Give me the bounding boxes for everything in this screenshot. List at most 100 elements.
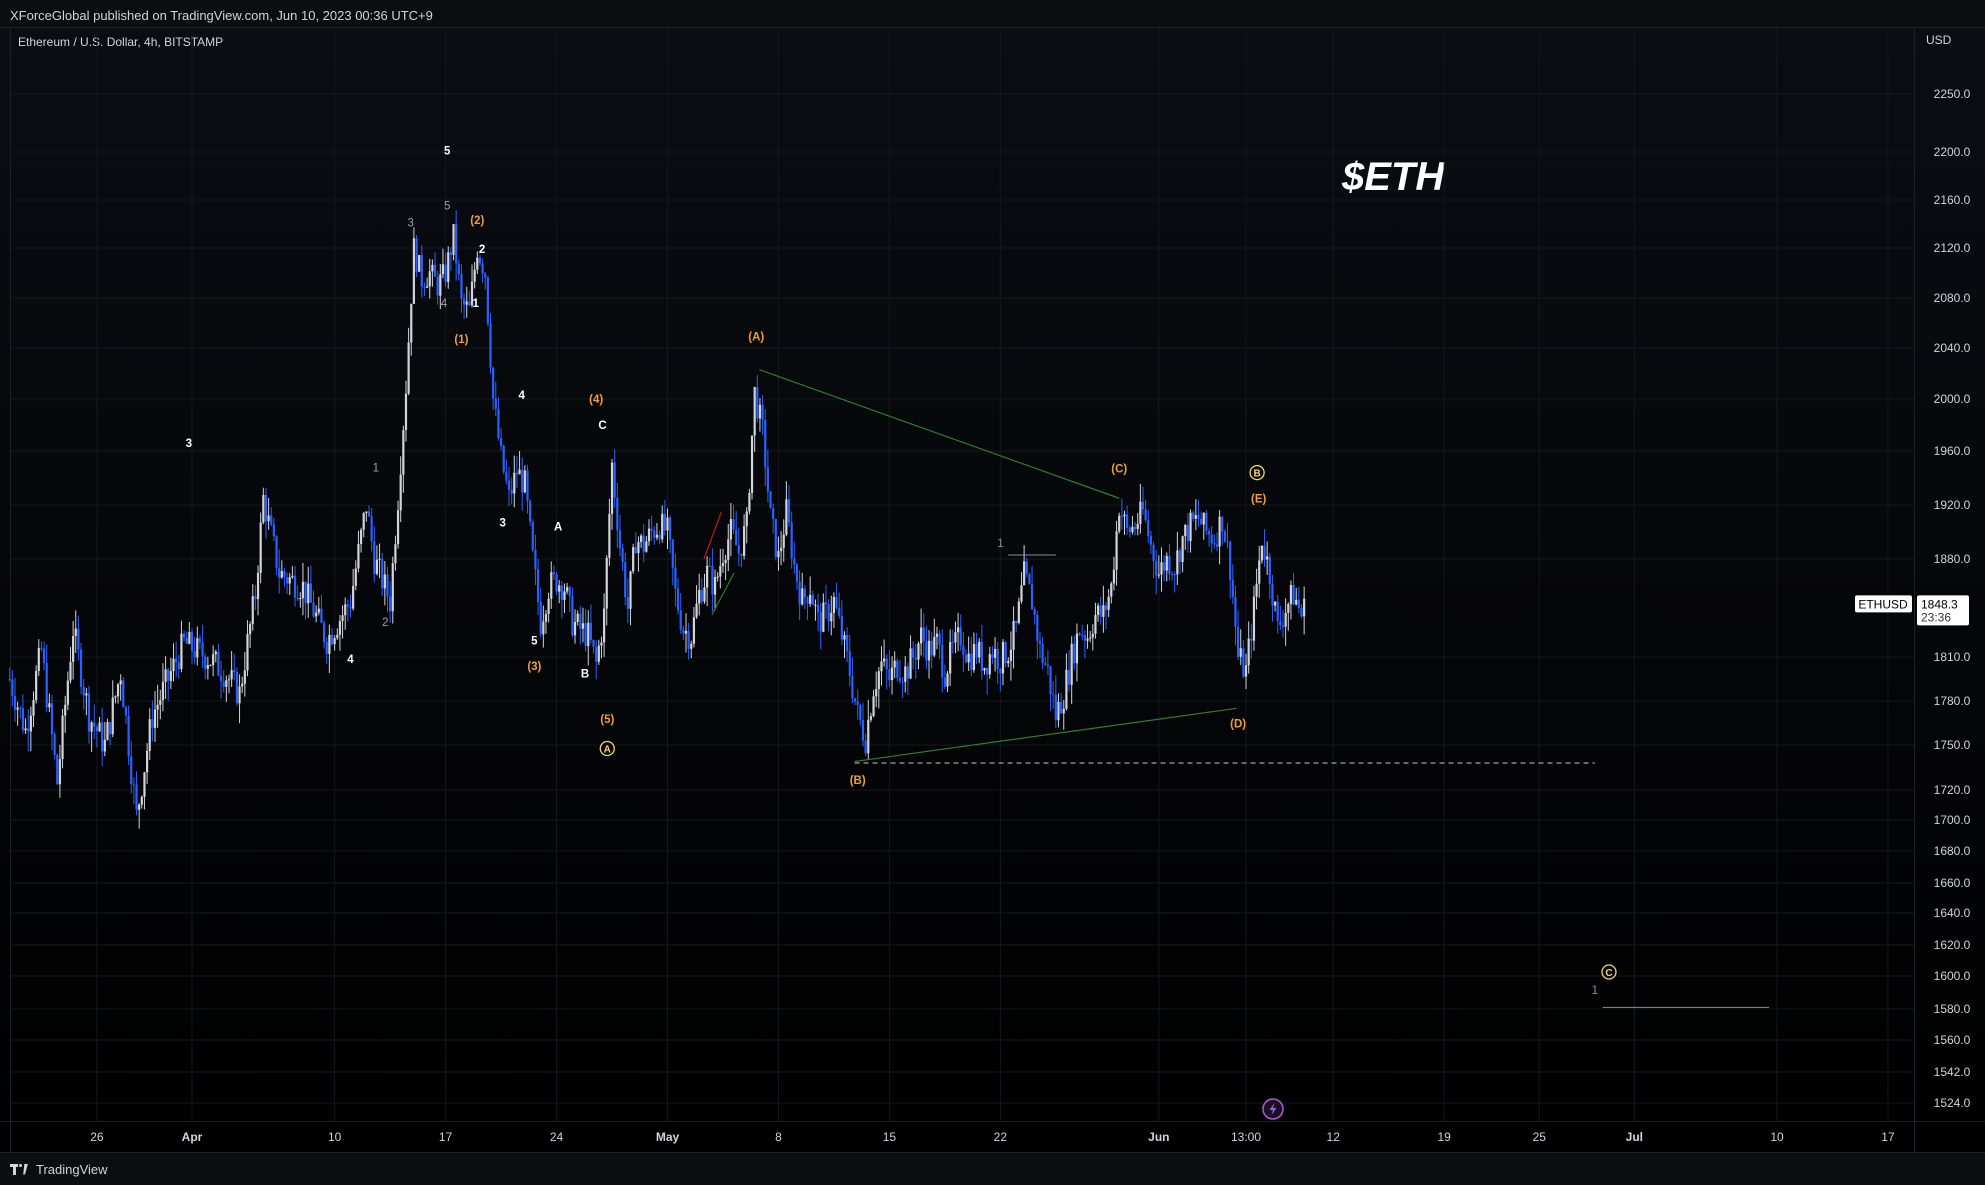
- candle-body: [1025, 561, 1028, 574]
- candle-body: [227, 679, 231, 681]
- candle-body: [682, 629, 685, 634]
- candle-body: [1157, 574, 1160, 576]
- circled-wave-label: A: [604, 745, 611, 756]
- candle-body: [426, 286, 429, 288]
- y-tick-label: 1580.0: [1934, 1002, 1971, 1016]
- candle-body: [127, 715, 130, 757]
- candle-body: [764, 419, 767, 468]
- x-tick-label: 10: [328, 1130, 342, 1144]
- tradingview-brand[interactable]: TradingView: [10, 1162, 108, 1177]
- candle-body: [719, 565, 722, 577]
- candle-body: [169, 671, 172, 681]
- candle-body: [883, 658, 886, 662]
- candle-body: [1060, 701, 1063, 714]
- candle-body: [988, 654, 991, 675]
- green-channel-line[interactable]: [711, 572, 735, 616]
- candle-body: [999, 669, 1002, 674]
- circled-wave-ring: [1601, 964, 1617, 980]
- candle-body: [1297, 599, 1300, 609]
- candle-body: [1141, 501, 1145, 510]
- candle-body: [439, 274, 442, 296]
- candle-body: [317, 608, 320, 613]
- red-channel-line[interactable]: [703, 511, 722, 560]
- price-axis[interactable]: 2250.0 2200.0 2160.0 2120.0 2080.0 2040.0 2000…: [1934, 87, 1971, 1110]
- candle-body: [671, 539, 674, 568]
- candle-body: [1023, 561, 1026, 586]
- candle-body: [185, 637, 188, 644]
- candle-body: [1036, 614, 1039, 641]
- candle-body: [732, 519, 735, 530]
- candle-body: [745, 511, 748, 527]
- candle-body: [486, 277, 489, 324]
- price-chart[interactable]: Ethereum / U.S. Dollar, 4h, BITSTAMP $ET…: [0, 28, 1985, 1152]
- candle-body: [827, 604, 830, 622]
- candle-body: [1062, 708, 1065, 714]
- candle-body: [761, 404, 764, 420]
- candle-body: [375, 559, 379, 574]
- candle-body: [1223, 531, 1226, 542]
- candle-body: [816, 604, 820, 613]
- y-tick-label: 2120.0: [1934, 241, 1971, 255]
- candle-body: [354, 568, 357, 586]
- triangle-lower-line[interactable]: [854, 707, 1237, 763]
- candle-body: [645, 541, 648, 552]
- candle-body: [674, 567, 677, 589]
- candle-body: [684, 630, 688, 634]
- currency-label: USD: [1926, 33, 1952, 47]
- candle-body: [468, 301, 471, 306]
- candle-body: [367, 511, 371, 517]
- candle-body: [462, 298, 466, 305]
- candle-body: [296, 597, 299, 600]
- candle-body: [275, 536, 278, 569]
- candle-body: [861, 720, 865, 741]
- candle-body: [603, 608, 606, 643]
- wave-label: 1: [373, 462, 379, 474]
- candle-body: [893, 660, 896, 668]
- candle-body: [280, 571, 283, 578]
- candle-body: [877, 671, 880, 690]
- grid: [11, 28, 1914, 1121]
- y-tick-label: 2160.0: [1934, 193, 1971, 207]
- candle-body: [452, 224, 455, 255]
- candle-body: [410, 303, 413, 343]
- x-tick-label: 8: [775, 1130, 782, 1144]
- candle-body: [1147, 520, 1150, 537]
- candle-body: [962, 645, 965, 656]
- candle-body: [851, 675, 854, 699]
- candle-body: [986, 667, 989, 675]
- candle-body: [1226, 541, 1229, 543]
- candle-body: [116, 684, 120, 697]
- candle-body: [920, 627, 923, 644]
- candle-body: [391, 563, 394, 612]
- candle-body: [964, 655, 968, 663]
- candle-body: [1178, 550, 1182, 562]
- candle-body: [235, 671, 239, 704]
- candle-body: [1247, 638, 1250, 666]
- candle-body: [341, 615, 344, 622]
- candle-body: [1075, 633, 1079, 664]
- candle-body: [1244, 665, 1248, 677]
- candle-body: [481, 263, 484, 274]
- tradingview-brand-label: TradingView: [36, 1162, 108, 1177]
- lightning-icon[interactable]: [1262, 1098, 1284, 1120]
- candle-body: [993, 648, 997, 658]
- time-axis[interactable]: 26 Apr 10 17 24 May 8 15 22 Jun 13:00 12 19 25 Jul 10 17: [90, 1130, 1895, 1144]
- candle-body: [352, 585, 355, 609]
- triangle-upper-line[interactable]: [759, 369, 1120, 499]
- y-tick-label: 1960.0: [1934, 444, 1971, 458]
- candle-body: [661, 513, 664, 540]
- candle-body: [1083, 635, 1086, 641]
- y-tick-label: 1880.0: [1934, 552, 1971, 566]
- candle-body: [396, 510, 400, 545]
- candle-body: [61, 715, 64, 760]
- candle-body: [1160, 562, 1163, 575]
- candle-body: [1028, 573, 1031, 584]
- candle-body: [58, 759, 62, 785]
- candle-body: [1136, 523, 1139, 529]
- candle-body: [1234, 596, 1237, 627]
- y-tick-label: 1920.0: [1934, 498, 1971, 512]
- candle-body: [872, 696, 875, 717]
- candle-body: [779, 547, 783, 551]
- candle-body: [1184, 524, 1187, 537]
- candle-body: [954, 632, 957, 643]
